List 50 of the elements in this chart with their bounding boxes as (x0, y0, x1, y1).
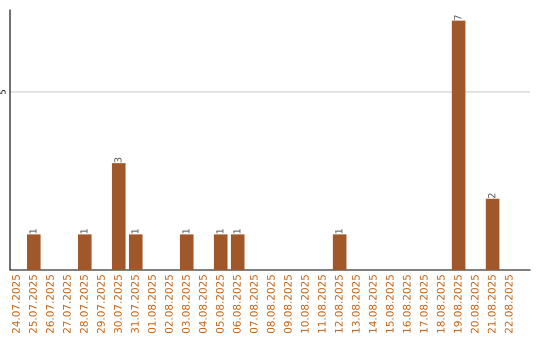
x-tick-label: 05.08.2025 (216, 275, 224, 334)
x-tick-label: 02.08.2025 (164, 275, 173, 334)
bar (452, 20, 466, 270)
bar (78, 234, 92, 270)
bar (112, 163, 126, 270)
x-tick-label: 21.08.2025 (488, 275, 496, 334)
bar (26, 234, 41, 270)
x-tick-label: 11.08.2025 (318, 275, 326, 333)
bar (180, 234, 194, 270)
data-label: 1 (80, 229, 88, 234)
data-label: 3 (114, 158, 122, 162)
x-tick-label: 09.08.2025 (284, 275, 292, 334)
bar (486, 198, 500, 270)
data-label: 1 (233, 229, 240, 234)
x-tick-label: 20.08.2025 (470, 275, 479, 334)
bar (214, 234, 228, 270)
bar (332, 234, 346, 270)
data-label: 1 (29, 229, 36, 234)
x-tick-label: 06.08.2025 (232, 275, 241, 334)
x-tick-label: 19.08.2025 (454, 275, 462, 333)
data-label: 1 (335, 229, 342, 234)
bar (230, 234, 245, 270)
x-tick-label: 08.08.2025 (266, 275, 275, 334)
x-tick-label: 29.07.2025 (96, 275, 105, 334)
x-tick-label: 16.08.2025 (402, 275, 411, 333)
data-label: 1 (216, 229, 224, 234)
data-label: 2 (488, 194, 496, 198)
x-tick-label: 27.07.2025 (62, 275, 71, 334)
x-tick-label: 01.08.2025 (148, 275, 156, 334)
x-tick-label: 10.08.2025 (300, 275, 309, 333)
x-tick-label: 04.08.2025 (198, 275, 207, 334)
x-tick-label: 12.08.2025 (334, 275, 343, 333)
x-tick-label: 07.08.2025 (250, 275, 258, 334)
x-tick-label: 17.08.2025 (420, 275, 428, 333)
x-tick-label: 13.08.2025 (352, 275, 360, 333)
data-label: 7 (454, 15, 462, 20)
x-tick-label: 24.07.2025 (12, 275, 20, 334)
x-tick-label: 14.08.2025 (368, 275, 377, 333)
x-tick-label: 30.07.2025 (114, 275, 122, 334)
x-tick-label: 22.08.2025 (504, 275, 513, 334)
x-tick-label: 15.08.2025 (386, 275, 394, 333)
x-tick-label: 28.07.2025 (80, 275, 88, 334)
x-tick-label: 18.08.2025 (436, 275, 445, 333)
data-label: 1 (131, 229, 138, 234)
data-label: 1 (182, 229, 190, 234)
x-tick-label: 31.07.2025 (130, 275, 139, 334)
x-tick-label: 25.07.2025 (28, 275, 37, 334)
bar (128, 234, 143, 270)
x-tick-label: 26.07.2025 (46, 275, 54, 334)
x-tick-label: 03.08.2025 (182, 275, 190, 334)
